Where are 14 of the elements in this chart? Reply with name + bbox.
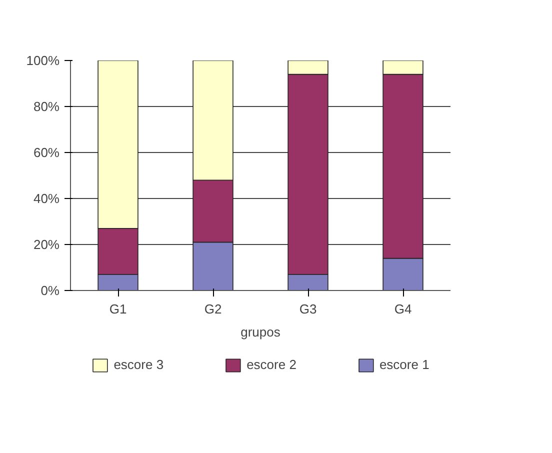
- y-tick-label: 20%: [33, 237, 60, 252]
- legend-label: escore 1: [379, 357, 430, 372]
- legend-label: escore 3: [114, 357, 164, 372]
- y-tick-label: 60%: [33, 145, 60, 160]
- y-tick-label: 100%: [26, 53, 60, 68]
- y-tick-label: 40%: [33, 191, 60, 206]
- x-tick-label: G4: [394, 302, 412, 316]
- x-tick-label: G2: [204, 302, 222, 316]
- legend-label: escore 2: [246, 357, 296, 372]
- x-tick-label: G3: [299, 302, 317, 316]
- y-tick-label: 0%: [40, 283, 60, 298]
- x-axis-title: grupos: [240, 324, 281, 340]
- y-tick-label: 80%: [33, 99, 60, 114]
- x-tick-label: G1: [109, 302, 127, 316]
